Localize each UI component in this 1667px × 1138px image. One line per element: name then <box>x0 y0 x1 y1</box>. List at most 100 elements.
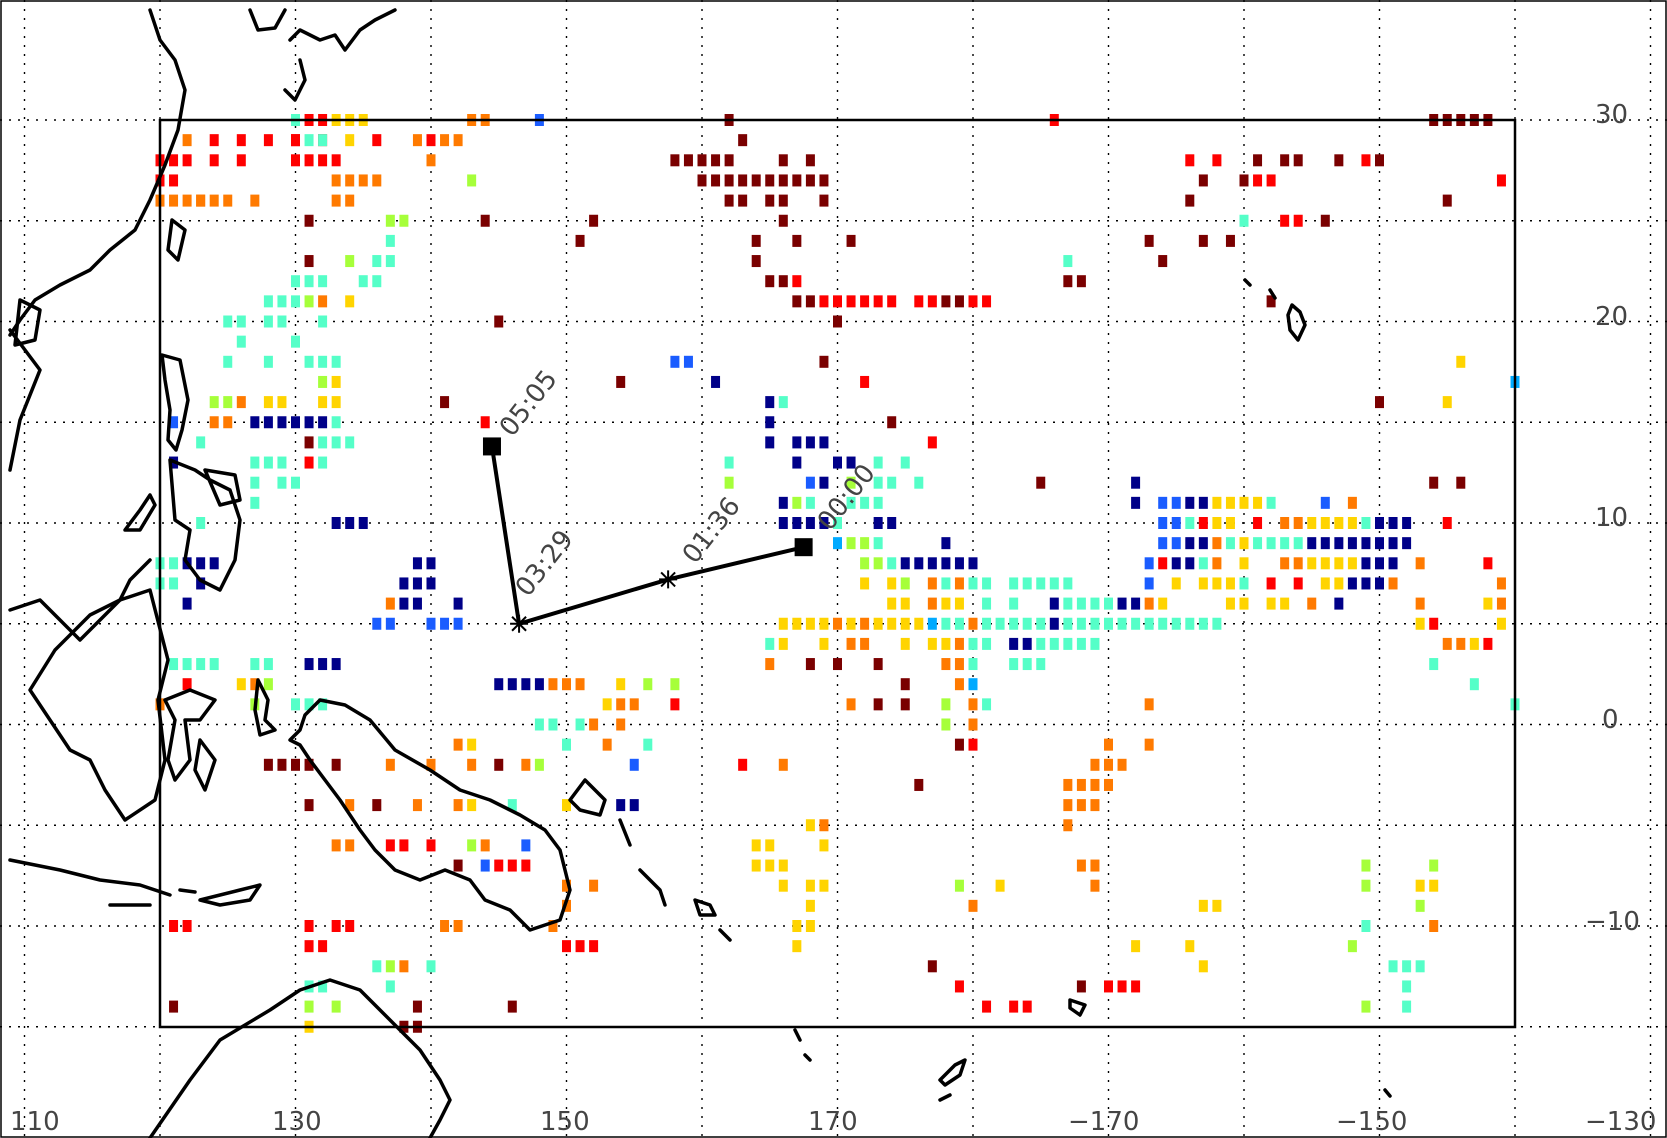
data-cell <box>1253 517 1263 529</box>
data-cell <box>1307 597 1317 610</box>
data-cell <box>1361 517 1371 529</box>
data-cell <box>1090 758 1100 771</box>
lon-label: 110 <box>10 1107 60 1137</box>
data-cell <box>1415 557 1425 570</box>
data-cell <box>548 678 558 691</box>
data-cell <box>1456 637 1466 650</box>
data-cell <box>778 879 788 892</box>
lon-label: 130 <box>272 1107 322 1137</box>
data-cell <box>1063 255 1073 268</box>
data-cell <box>1347 496 1357 509</box>
data-cell <box>887 517 897 529</box>
data-cell <box>697 154 707 167</box>
data-cell <box>1185 194 1195 207</box>
data-cell <box>1375 537 1384 550</box>
data-cell <box>846 295 856 308</box>
data-cell <box>1469 678 1479 691</box>
data-cell <box>954 738 964 751</box>
data-cell <box>1429 476 1439 489</box>
data-cell <box>1239 597 1249 610</box>
data-cell <box>372 799 382 812</box>
data-cell <box>697 174 707 187</box>
data-cell <box>1185 557 1195 570</box>
data-cell <box>1225 234 1235 247</box>
data-cell <box>1049 637 1059 650</box>
data-cell <box>304 134 314 147</box>
coastline-taiwan <box>166 218 187 262</box>
data-cell <box>629 698 639 711</box>
data-cell <box>426 617 436 630</box>
data-cell <box>1347 577 1357 590</box>
data-cell <box>1266 597 1276 610</box>
data-cell <box>169 416 179 429</box>
data-cell <box>873 456 883 469</box>
data-cell <box>196 194 206 207</box>
data-cell <box>318 456 328 469</box>
data-cell <box>412 134 422 147</box>
data-cell <box>1036 476 1046 489</box>
data-cell <box>900 637 910 650</box>
data-cell <box>1104 758 1113 771</box>
data-cell <box>1402 517 1412 529</box>
coastline-japan <box>283 8 397 102</box>
data-cell <box>927 597 937 610</box>
data-cell <box>1131 597 1141 610</box>
data-cell <box>304 255 314 268</box>
data-cell <box>1293 154 1303 167</box>
track-endpoint-marker <box>794 538 813 557</box>
data-cell <box>1022 658 1032 671</box>
data-cell <box>873 698 883 711</box>
data-cell <box>711 174 721 187</box>
data-cell <box>1022 577 1032 590</box>
data-cell <box>1131 980 1141 993</box>
data-cell <box>1347 517 1357 529</box>
data-cell <box>805 436 815 449</box>
data-cell <box>1334 537 1344 550</box>
data-cell <box>196 577 206 590</box>
data-cell <box>467 758 477 771</box>
data-cell <box>1239 214 1249 227</box>
data-cell <box>1158 537 1168 550</box>
data-cell <box>900 698 910 711</box>
data-cell <box>223 355 233 368</box>
data-cell <box>209 194 219 207</box>
data-cell <box>968 658 978 671</box>
data-cell <box>1009 617 1019 630</box>
data-cell <box>941 617 951 630</box>
data-cell <box>534 718 544 731</box>
data-cell <box>1334 154 1344 167</box>
data-cell <box>304 214 314 227</box>
data-cell <box>1009 1000 1019 1013</box>
data-cell <box>1429 658 1439 671</box>
data-cell <box>223 396 233 409</box>
data-cell <box>1320 496 1330 509</box>
data-cell <box>453 920 463 932</box>
data-cell <box>318 154 328 167</box>
lat-label: 30 <box>1595 100 1628 130</box>
data-cell <box>318 698 328 711</box>
data-cell <box>616 698 626 711</box>
data-cell <box>521 839 531 852</box>
data-cell <box>1171 496 1181 509</box>
data-cell <box>1375 557 1384 570</box>
data-cell <box>778 174 788 187</box>
data-cell <box>765 194 775 207</box>
data-cell <box>1225 597 1235 610</box>
data-cell <box>304 295 314 308</box>
data-cell <box>318 275 328 288</box>
data-cell <box>846 476 856 489</box>
data-cell <box>1090 597 1100 610</box>
data-cell <box>562 678 571 691</box>
data-cell <box>805 899 815 912</box>
data-cell <box>887 295 897 308</box>
data-cell <box>1158 496 1168 509</box>
data-cell <box>819 295 829 308</box>
data-cell <box>982 577 992 590</box>
data-cell <box>1104 980 1113 993</box>
data-cell <box>345 799 355 812</box>
data-cell <box>209 134 219 147</box>
data-cell <box>1293 214 1303 227</box>
data-cell <box>751 839 761 852</box>
data-cell <box>318 940 328 953</box>
data-cell <box>982 637 992 650</box>
